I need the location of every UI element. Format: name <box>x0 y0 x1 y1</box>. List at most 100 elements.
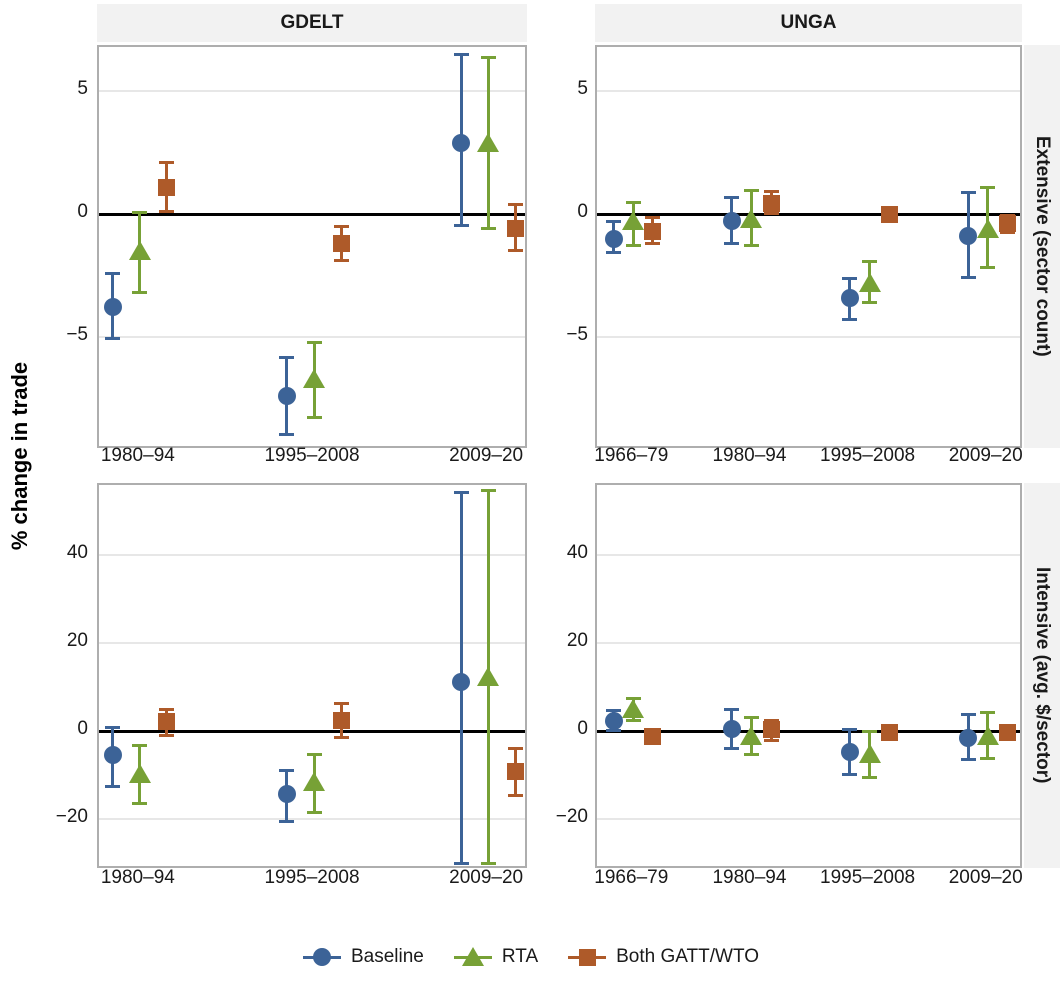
error-bar-cap-bottom <box>960 758 976 762</box>
error-bar-cap-top <box>743 716 759 720</box>
data-point-square <box>158 178 176 196</box>
data-point-triangle <box>858 743 881 763</box>
error-bar-cap-top <box>453 491 469 495</box>
legend-marker-square <box>578 948 596 966</box>
error-bar-cap-top <box>625 200 641 204</box>
error-bar-cap-top <box>105 272 121 276</box>
facet-row-label: Extensive (sector count) <box>1032 136 1053 357</box>
error-bar-cap-bottom <box>763 738 779 742</box>
data-point-square <box>880 724 898 742</box>
gridline-y-20 <box>99 642 525 645</box>
data-point-square <box>880 205 898 223</box>
gridline-y-5 <box>597 90 1020 93</box>
error-bar-cap-top <box>842 727 858 731</box>
x-tick-label: 1980–94 <box>712 445 787 466</box>
y-tick-label: 5 <box>577 78 588 100</box>
error-bar-cap-bottom <box>159 734 175 738</box>
zero-reference-line <box>597 212 1020 216</box>
plot-panel-unga-extensive <box>595 45 1022 448</box>
y-axis-title: % change in trade <box>7 361 32 551</box>
error-bar-cap-bottom <box>507 793 523 797</box>
error-bar-cap-top <box>279 355 295 359</box>
data-point-square <box>762 721 780 739</box>
data-point-square <box>332 711 350 729</box>
x-tick-label: 2009–20 <box>449 445 524 466</box>
legend-label: RTA <box>501 946 539 967</box>
facet-column-strip-gdelt: GDELT <box>97 4 527 42</box>
error-bar-cap-top <box>960 712 976 716</box>
x-tick-label: 2009–20 <box>948 867 1023 888</box>
error-bar-cap-top <box>862 259 878 263</box>
error-bar-cap-bottom <box>724 241 740 245</box>
error-bar-cap-top <box>105 726 121 729</box>
data-point-triangle <box>740 725 763 745</box>
error-bar-cap-bottom <box>862 776 878 780</box>
error-bar-cap-bottom <box>306 416 322 420</box>
error-bar-cap-top <box>645 215 661 219</box>
error-bar-cap-top <box>980 186 996 190</box>
error-bar-cap-bottom <box>333 736 349 739</box>
error-bar-cap-top <box>743 188 759 192</box>
data-point-square <box>158 712 176 730</box>
plot-panel-gdelt-extensive <box>97 45 527 448</box>
error-bar-cap-top <box>132 743 148 747</box>
error-bar-cap-bottom <box>453 224 469 228</box>
error-bar-cap-bottom <box>105 784 121 788</box>
gridline-y--5 <box>99 335 525 338</box>
error-bar-cap-bottom <box>279 433 295 437</box>
legend-key-circle-icon <box>302 945 341 969</box>
y-tick-label: 0 <box>577 201 588 223</box>
error-bar-cap-top <box>763 189 779 193</box>
error-bar-cap-bottom <box>606 251 622 255</box>
data-point-square <box>998 215 1016 233</box>
data-point-triangle <box>477 132 500 152</box>
data-point-triangle <box>858 272 881 292</box>
data-point-square <box>506 220 524 238</box>
error-bar-cap-bottom <box>507 248 523 252</box>
data-point-circle <box>452 672 471 691</box>
legend-item-baseline: Baseline <box>302 945 424 969</box>
data-point-circle <box>452 133 471 152</box>
data-point-circle <box>604 229 623 248</box>
data-point-circle <box>840 288 859 307</box>
data-point-triangle <box>303 368 325 388</box>
data-point-triangle <box>303 772 325 791</box>
gridline-y-40 <box>597 554 1020 557</box>
data-point-circle <box>722 212 741 231</box>
legend: Baseline RTA Both GATT/WTO <box>0 934 1062 980</box>
data-point-triangle <box>976 725 999 745</box>
error-bar-cap-bottom <box>159 209 175 213</box>
error-bar-cap-bottom <box>306 810 322 814</box>
error-bar-cap-top <box>763 718 779 722</box>
data-point-square <box>762 194 780 212</box>
error-bar-cap-bottom <box>480 226 496 230</box>
y-tick-label: −5 <box>66 323 88 345</box>
error-bar-cap-bottom <box>763 212 779 216</box>
error-bar-cap-bottom <box>453 862 469 866</box>
y-tick-label: 40 <box>66 542 88 564</box>
error-bar-cap-bottom <box>980 756 996 760</box>
x-tick-label: 1995–2008 <box>820 445 916 466</box>
legend-item-both-gatt-wto: Both GATT/WTO <box>568 945 759 969</box>
data-point-circle <box>840 743 859 762</box>
error-bar-cap-bottom <box>960 275 976 279</box>
error-bar-cap-top <box>625 696 641 700</box>
data-point-triangle <box>128 240 151 260</box>
data-point-square <box>332 235 350 253</box>
x-tick-label: 1980–94 <box>100 445 175 466</box>
data-point-square <box>506 763 524 781</box>
error-bar-cap-top <box>480 55 496 59</box>
data-point-circle <box>103 746 122 765</box>
data-point-triangle <box>128 763 151 783</box>
x-tick-label: 2009–20 <box>948 445 1023 466</box>
legend-marker-triangle <box>461 947 484 966</box>
error-bar-cap-bottom <box>980 266 996 270</box>
facet-row-strip-extensive: Extensive (sector count) <box>1024 45 1060 448</box>
error-bar-cap-top <box>507 203 523 207</box>
data-point-circle <box>103 298 122 317</box>
error-bar-cap-bottom <box>842 772 858 776</box>
legend-label: Both GATT/WTO <box>616 946 759 967</box>
gridline-y-40 <box>99 554 525 557</box>
x-tick-label: 1966–79 <box>594 445 669 466</box>
